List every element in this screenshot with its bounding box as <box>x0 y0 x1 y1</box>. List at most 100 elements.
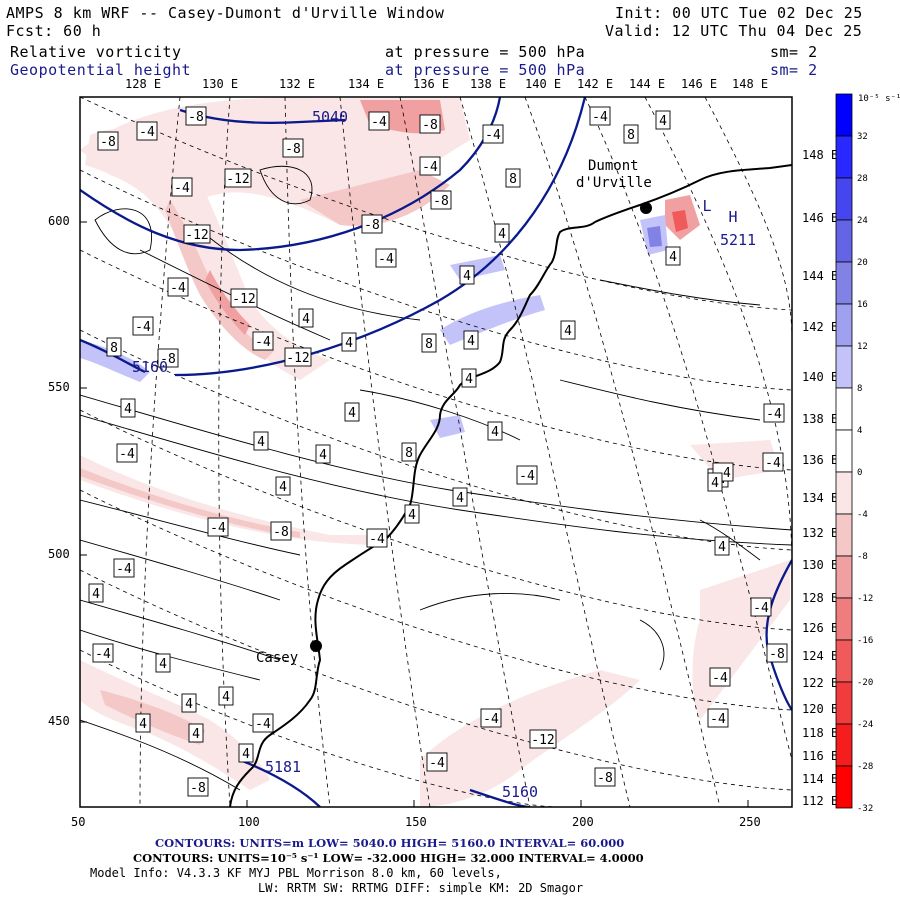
vorticity-label: -4 <box>709 667 731 687</box>
svg-text:4: 4 <box>408 508 416 523</box>
colorbar: 10⁻⁵ s⁻¹ 32 28 24 20 16 12 8 4 0 -4 -8 -12 -16 -20 -24 -… <box>835 93 900 814</box>
vorticity-label: -4 <box>762 452 784 472</box>
vorticity-label: 4 <box>714 536 730 556</box>
vorticity-label: -4 <box>375 248 397 268</box>
svg-text:8: 8 <box>405 446 413 461</box>
field-height: Geopotential height <box>10 61 192 79</box>
vorticity-label: -12 <box>230 288 258 308</box>
vorticity-label: 4 <box>344 402 360 422</box>
vorticity-label: 4 <box>275 476 291 496</box>
colorbar-label: -24 <box>857 720 873 730</box>
svg-text:-8: -8 <box>422 118 438 133</box>
svg-text:4: 4 <box>92 587 100 602</box>
svg-text:4: 4 <box>124 402 132 417</box>
svg-text:4: 4 <box>491 425 499 440</box>
height-label: 5211 <box>720 231 756 249</box>
vorticity-label: -4 <box>368 111 390 131</box>
svg-text:-4: -4 <box>135 320 151 335</box>
svg-text:-8: -8 <box>188 110 204 125</box>
colorbar-segment <box>835 135 853 179</box>
svg-text:4: 4 <box>139 717 147 732</box>
svg-text:-8: -8 <box>433 194 449 209</box>
svg-text:-4: -4 <box>765 456 781 471</box>
colorbar-segment <box>835 471 853 515</box>
footer-physics: LW: RRTM SW: RRTMG DIFF: simple KM: 2D S… <box>258 881 584 895</box>
y-tick-label: 450 <box>48 714 70 728</box>
colorbar-label: -12 <box>857 594 873 604</box>
valid-time: Valid: 12 UTC Thu 04 Dec 25 <box>605 22 863 40</box>
svg-text:-4: -4 <box>255 335 271 350</box>
colorbar-label: 0 <box>857 468 862 478</box>
right-lon-label: 136 E <box>802 453 839 467</box>
colorbar-label: -4 <box>857 510 868 520</box>
top-lon-label: 138 E <box>470 77 507 91</box>
vorticity-contours <box>80 165 792 791</box>
vorticity-label: -8 <box>594 767 616 787</box>
svg-text:4: 4 <box>345 336 353 351</box>
vorticity-label: 4 <box>487 421 503 441</box>
svg-text:8: 8 <box>425 337 433 352</box>
vorticity-label: -8 <box>97 131 119 151</box>
height-label: 5040 <box>312 108 348 126</box>
vorticity-label: -8 <box>766 643 788 663</box>
svg-text:-12: -12 <box>232 292 255 307</box>
vorticity-label: -4 <box>136 121 158 141</box>
right-lon-label: 118 E <box>802 726 839 740</box>
station-casey-label: Casey <box>256 650 299 666</box>
vorticity-label: 4 <box>155 653 171 673</box>
vorticity-label: 8 <box>421 333 437 353</box>
right-lon-label: 120 E <box>802 702 839 716</box>
plot-title: AMPS 8 km WRF -- Casey-Dumont d'Urville … <box>6 4 445 22</box>
vorticity-label: 4 <box>238 743 254 763</box>
right-lon-label: 128 E <box>802 591 839 605</box>
colorbar-segment <box>835 639 853 683</box>
vorticity-label: 4 <box>459 265 475 285</box>
vorticity-label: 8 <box>401 442 417 462</box>
svg-text:4: 4 <box>257 435 265 450</box>
vorticity-label: -4 <box>589 106 611 126</box>
positive-vorticity-shading <box>80 215 668 438</box>
vorticity-label: -8 <box>419 114 441 134</box>
colorbar-label: 20 <box>857 258 868 268</box>
colorbar-label: -8 <box>857 552 868 562</box>
dumont-line1: Dumont <box>588 158 639 174</box>
colorbar-segment <box>835 555 853 599</box>
vorticity-label: -4 <box>750 597 772 617</box>
svg-text:4: 4 <box>659 114 667 129</box>
height-label: 5160 <box>502 783 538 801</box>
vorticity-label: 4 <box>253 431 269 451</box>
svg-text:-8: -8 <box>160 352 176 367</box>
svg-text:-12: -12 <box>531 733 554 748</box>
vorticity-label: -8 <box>270 521 292 541</box>
vorticity-label: -4 <box>207 517 229 537</box>
vorticity-label: -4 <box>171 177 193 197</box>
vorticity-label: 4 <box>135 713 151 733</box>
svg-text:4: 4 <box>711 476 719 491</box>
colorbar-label: -16 <box>857 636 873 646</box>
vorticity-label: -4 <box>366 528 388 548</box>
svg-text:-4: -4 <box>119 447 135 462</box>
vorticity-label: -4 <box>419 156 441 176</box>
svg-text:-4: -4 <box>174 181 190 196</box>
colorbar-label: 4 <box>857 426 862 436</box>
svg-text:-12: -12 <box>286 351 309 366</box>
height-label: 5160 <box>132 358 168 376</box>
svg-text:8: 8 <box>509 172 517 187</box>
footer-model-info: Model Info: V4.3.3 KF MYJ PBL Morrison 8… <box>90 866 502 880</box>
top-lon-label: 142 E <box>577 77 614 91</box>
colorbar-label: -28 <box>857 762 873 772</box>
vorticity-label: 4 <box>404 504 420 524</box>
vorticity-label: 4 <box>463 330 479 350</box>
top-lon-label: 146 E <box>681 77 718 91</box>
top-lon-label: 130 E <box>202 77 239 91</box>
top-lon-label: 140 E <box>525 77 562 91</box>
vorticity-label: -4 <box>252 331 274 351</box>
vorticity-label: -4 <box>480 708 502 728</box>
svg-text:-4: -4 <box>139 125 155 140</box>
colorbar-segment <box>835 219 853 263</box>
vorticity-label: 4 <box>218 686 234 706</box>
svg-text:-4: -4 <box>116 562 132 577</box>
vorticity-label: 4 <box>298 308 314 328</box>
coastline <box>229 164 792 807</box>
svg-text:4: 4 <box>669 250 677 265</box>
